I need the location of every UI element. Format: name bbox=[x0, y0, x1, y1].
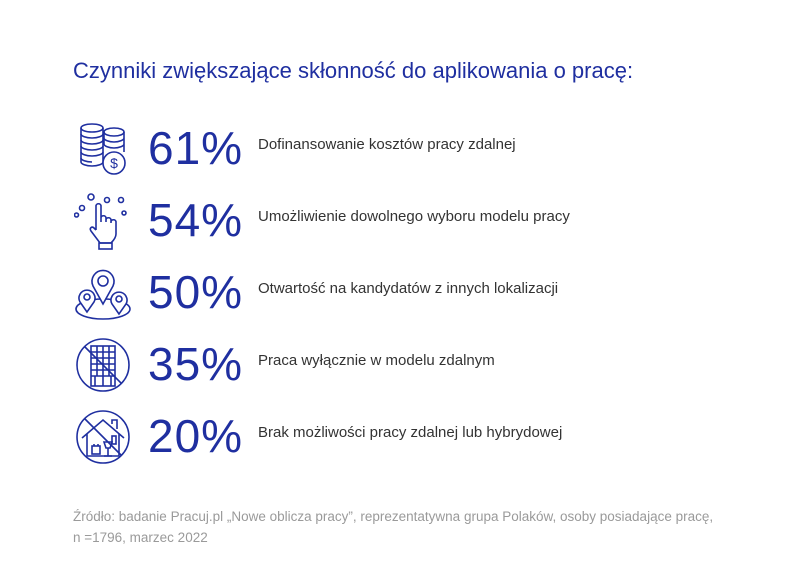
infographic-title: Czynniki zwiększające skłonność do aplik… bbox=[73, 58, 634, 83]
source-line-2: n =1796, marzec 2022 bbox=[73, 530, 208, 545]
factor-row: 35% Praca wyłącznie w modelu zdalnym bbox=[70, 332, 730, 396]
percentage-value: 50% bbox=[148, 266, 244, 318]
factor-label: Praca wyłącznie w modelu zdalnym bbox=[258, 352, 495, 369]
factor-row: 50% Otwartość na kandydatów z innych lok… bbox=[70, 260, 730, 324]
factor-row: 54% Umożliwienie dowolnego wyboru modelu… bbox=[70, 188, 730, 252]
factor-label: Dofinansowanie kosztów pracy zdalnej bbox=[258, 136, 516, 153]
percentage-value: 61% bbox=[148, 122, 244, 174]
source-note: Źródło: badanie Pracuj.pl „Nowe oblicza … bbox=[73, 506, 753, 548]
percentage-value: 54% bbox=[148, 194, 244, 246]
factor-label: Brak możliwości pracy zdalnej lub hybryd… bbox=[258, 424, 563, 441]
coins-dollar-icon: $ bbox=[74, 120, 132, 178]
factor-row: 20% Brak możliwości pracy zdalnej lub hy… bbox=[70, 404, 730, 468]
no-office-building-icon bbox=[74, 336, 132, 394]
percentage-value: 35% bbox=[148, 338, 244, 390]
factor-label: Otwartość na kandydatów z innych lokaliz… bbox=[258, 280, 559, 297]
pointing-hand-icon bbox=[73, 192, 132, 250]
source-line-1: Źródło: badanie Pracuj.pl „Nowe oblicza … bbox=[73, 509, 714, 524]
factor-row: $ 61% Dofinansowanie kosztów pracy zdaln… bbox=[70, 116, 730, 180]
location-pins-icon bbox=[74, 264, 132, 322]
svg-text:$: $ bbox=[110, 155, 118, 171]
no-home-office-icon bbox=[74, 408, 132, 466]
percentage-value: 20% bbox=[148, 410, 244, 462]
factor-label: Umożliwienie dowolnego wyboru modelu pra… bbox=[258, 208, 570, 225]
